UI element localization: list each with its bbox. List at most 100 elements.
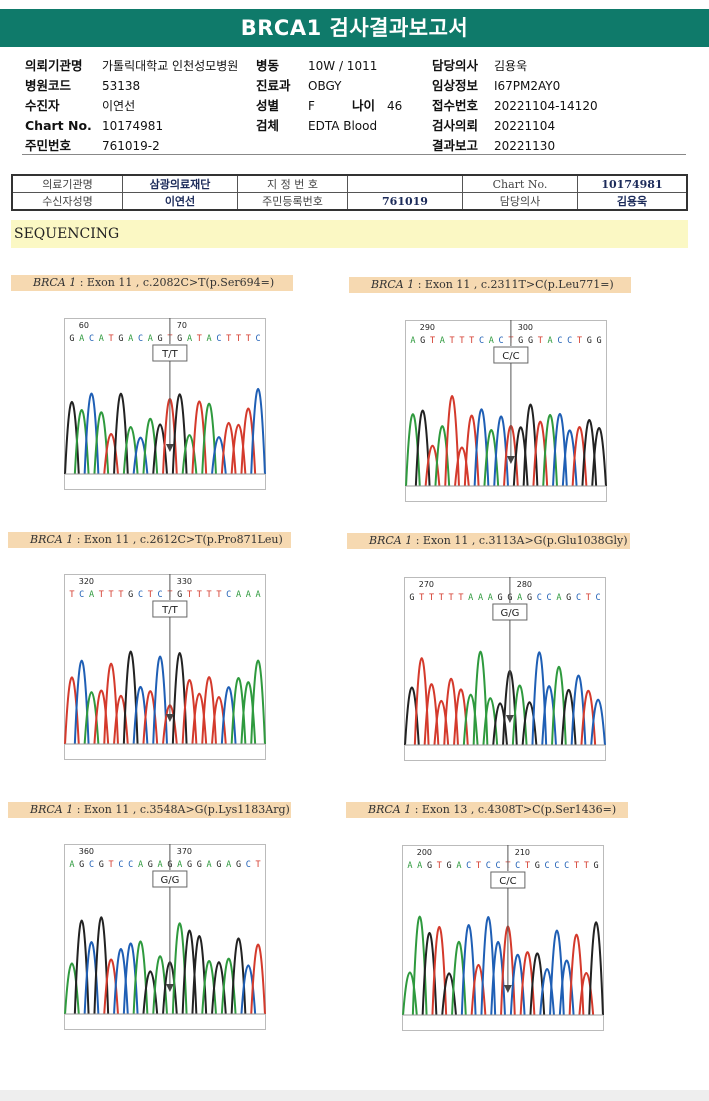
base-call: T: [109, 860, 114, 870]
peak: [103, 662, 119, 745]
base-call: A: [456, 861, 461, 871]
peak: [220, 958, 237, 1015]
peak: [132, 436, 149, 475]
base-call: G: [236, 860, 241, 870]
base-call: G: [118, 334, 123, 344]
report-title: BRCA1 검사결과보고서: [0, 9, 709, 47]
peak: [578, 972, 595, 1016]
peak: [454, 446, 470, 487]
table-cell: 수신자성명: [11, 192, 123, 211]
pointer-arrow: [503, 985, 512, 993]
base-call: A: [468, 593, 473, 603]
base-call: G: [527, 593, 532, 603]
table-cell: 10174981: [577, 174, 688, 193]
peak: [122, 650, 139, 745]
peak: [103, 958, 119, 1015]
base-call: T: [118, 590, 123, 600]
info-value: I67PM2AY0: [494, 79, 561, 93]
base-call: T: [458, 593, 463, 603]
pointer-arrow: [505, 715, 514, 723]
base-call: C: [226, 590, 231, 600]
info-value: 가톨릭대학교 인천성모병원: [102, 59, 239, 73]
peak: [152, 655, 168, 745]
base-call: G: [518, 336, 523, 346]
position-number: 370: [177, 847, 192, 856]
base-call: G: [177, 334, 182, 344]
base-call: C: [138, 334, 143, 344]
info-value: 53138: [102, 79, 141, 93]
reference-table: 의료기관명 삼광의료재단 지 정 번 호 Chart No. 10174981 …: [11, 174, 688, 211]
info-key: 의뢰기관명: [25, 58, 83, 73]
peak: [591, 427, 607, 487]
base-call: A: [177, 860, 182, 870]
chromatogram: 360370AGCGTCCAGAGAGGAGAGCTG/G: [64, 844, 266, 1030]
peak: [93, 916, 110, 1015]
base-call: T: [216, 590, 221, 600]
base-call: C: [256, 334, 261, 344]
peak: [73, 408, 90, 475]
info-value: 10174981: [102, 119, 164, 133]
base-call: G: [597, 336, 602, 346]
table-cell: 761019: [347, 192, 463, 211]
info-key: 결과보고: [432, 138, 479, 153]
peak: [230, 423, 247, 475]
peak: [588, 921, 604, 1016]
divider: [22, 154, 686, 155]
base-call: T: [246, 334, 251, 344]
base-call: T: [439, 593, 444, 603]
chromatogram: 6070GACATGACAGTGATACTTTCT/T: [64, 318, 266, 490]
base-call: G: [535, 861, 540, 871]
peak: [103, 433, 119, 475]
info-key: 검사의뢰: [432, 118, 479, 133]
base-call: A: [410, 336, 415, 346]
base-call: T: [449, 593, 454, 603]
base-call: A: [207, 334, 212, 344]
peak: [433, 699, 450, 746]
base-call: T: [429, 593, 434, 603]
base-call: A: [256, 590, 261, 600]
base-call: G: [427, 861, 432, 871]
table-cell: 담당의사: [462, 192, 578, 211]
peak: [240, 407, 257, 475]
table-cell: 주민등록번호: [237, 192, 348, 211]
info-key: 담당의사: [432, 58, 479, 73]
base-call: G: [409, 593, 414, 603]
peak: [250, 387, 266, 475]
base-call: C: [547, 593, 552, 603]
base-call: T: [577, 336, 582, 346]
peak: [444, 395, 460, 487]
base-call: T: [574, 861, 579, 871]
table-row: 수신자성명 이연선 주민등록번호 761019 담당의사 김용욱: [11, 192, 688, 211]
position-number: 270: [419, 580, 434, 589]
info-value: 20221130: [494, 139, 556, 153]
base-call: G: [447, 861, 452, 871]
peak: [64, 676, 80, 745]
base-call: G: [69, 334, 74, 344]
base-call: C: [545, 861, 550, 871]
base-call: A: [517, 593, 522, 603]
peak: [73, 659, 90, 745]
base-call: G: [216, 860, 221, 870]
base-call: T: [109, 334, 114, 344]
base-call: C: [515, 861, 520, 871]
table-cell: 지 정 번 호: [237, 174, 348, 193]
base-call: C: [89, 860, 94, 870]
peak: [93, 689, 110, 745]
variant-label: BRCA 1 : Exon 13 , c.4308T>C(p.Ser1436=): [346, 802, 628, 818]
position-number: 200: [417, 848, 432, 857]
peak: [462, 693, 479, 746]
peak: [171, 393, 188, 475]
chromatogram: 270280GTTTTTAAAGGAGCCAGCTCG/G: [404, 577, 606, 761]
base-call: G: [566, 593, 571, 603]
base-call: C: [466, 861, 471, 871]
base-call: C: [537, 593, 542, 603]
info-value: 이연선: [102, 99, 136, 113]
base-call: T: [476, 861, 481, 871]
base-call: G: [498, 593, 503, 603]
position-number: 210: [515, 848, 530, 857]
info-value: EDTA Blood: [308, 119, 378, 133]
info-key: 병원코드: [25, 78, 72, 93]
base-call: C: [567, 336, 572, 346]
base-call: C: [118, 860, 123, 870]
table-cell: Chart No.: [462, 174, 578, 193]
